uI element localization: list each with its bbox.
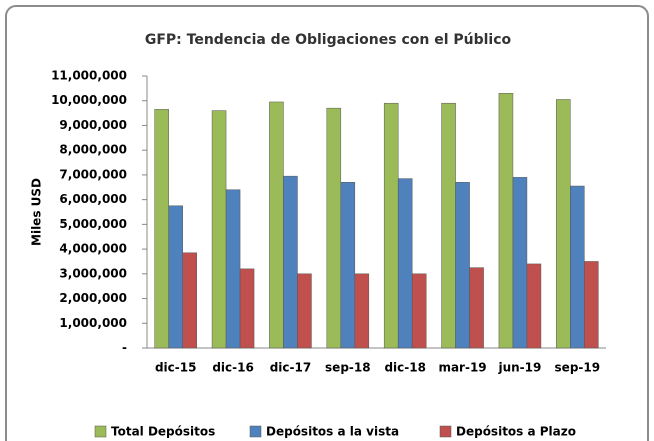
legend-swatch bbox=[94, 425, 107, 438]
bar bbox=[383, 102, 399, 349]
bar bbox=[168, 205, 183, 349]
bar bbox=[441, 102, 456, 349]
y-tick-label: 7,000,000 bbox=[59, 167, 127, 181]
y-axis-label: Miles USD bbox=[30, 178, 44, 246]
bar bbox=[526, 263, 542, 349]
bar bbox=[269, 101, 284, 349]
y-tick-label: 8,000,000 bbox=[59, 143, 127, 157]
bar bbox=[340, 182, 356, 349]
y-tick-label: - bbox=[122, 341, 127, 355]
legend-swatch bbox=[249, 425, 262, 438]
bar bbox=[498, 93, 514, 349]
bar bbox=[154, 109, 169, 349]
y-tick-label: 2,000,000 bbox=[59, 291, 127, 305]
bar bbox=[354, 273, 370, 349]
bar bbox=[397, 178, 413, 349]
x-tick-label: mar-19 bbox=[438, 361, 486, 375]
y-tick-label: 5,000,000 bbox=[59, 217, 127, 231]
bar bbox=[556, 99, 571, 349]
bar bbox=[512, 177, 528, 349]
bar bbox=[239, 268, 255, 349]
bar bbox=[469, 267, 484, 349]
x-tick-label: jun-19 bbox=[497, 361, 541, 375]
x-tick-label: dic-17 bbox=[270, 361, 312, 375]
bar bbox=[584, 261, 599, 349]
y-tick-label: 6,000,000 bbox=[59, 192, 127, 206]
bar bbox=[411, 273, 427, 349]
legend-label: Depósitos a Plazo bbox=[456, 425, 576, 439]
x-tick-label: dic-18 bbox=[384, 361, 426, 375]
y-tick-label: 4,000,000 bbox=[59, 242, 127, 256]
y-tick-label: 10,000,000 bbox=[51, 93, 127, 107]
bar bbox=[283, 175, 298, 349]
legend-label: Depósitos a la vista bbox=[266, 425, 399, 439]
bar bbox=[455, 182, 470, 349]
y-tick-label: 1,000,000 bbox=[59, 316, 127, 330]
x-tick-label: dic-15 bbox=[155, 361, 197, 375]
y-tick-label: 3,000,000 bbox=[59, 266, 127, 280]
legend-swatch bbox=[439, 425, 452, 438]
x-tick-label: sep-19 bbox=[555, 361, 601, 375]
bar bbox=[570, 185, 585, 349]
bar bbox=[326, 107, 342, 349]
bar bbox=[182, 252, 197, 349]
y-tick-label: 9,000,000 bbox=[59, 118, 127, 132]
x-tick-label: dic-16 bbox=[212, 361, 254, 375]
x-tick-label: sep-18 bbox=[325, 361, 371, 375]
bar bbox=[225, 189, 241, 349]
legend-label: Total Depósitos bbox=[111, 425, 215, 439]
bar bbox=[211, 110, 227, 349]
bar bbox=[297, 273, 312, 349]
chart-title: GFP: Tendencia de Obligaciones con el Pú… bbox=[145, 32, 512, 48]
y-tick-label: 11,000,000 bbox=[51, 69, 127, 83]
